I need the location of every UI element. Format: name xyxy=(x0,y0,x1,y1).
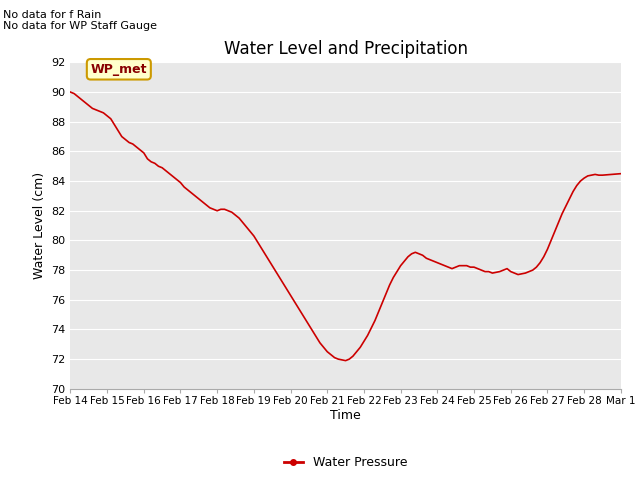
Legend: Water Pressure: Water Pressure xyxy=(279,451,412,474)
Y-axis label: Water Level (cm): Water Level (cm) xyxy=(33,172,45,279)
Title: Water Level and Precipitation: Water Level and Precipitation xyxy=(223,40,468,58)
Text: No data for f Rain
No data for WP Staff Gauge: No data for f Rain No data for WP Staff … xyxy=(3,10,157,31)
Text: WP_met: WP_met xyxy=(91,63,147,76)
X-axis label: Time: Time xyxy=(330,408,361,421)
